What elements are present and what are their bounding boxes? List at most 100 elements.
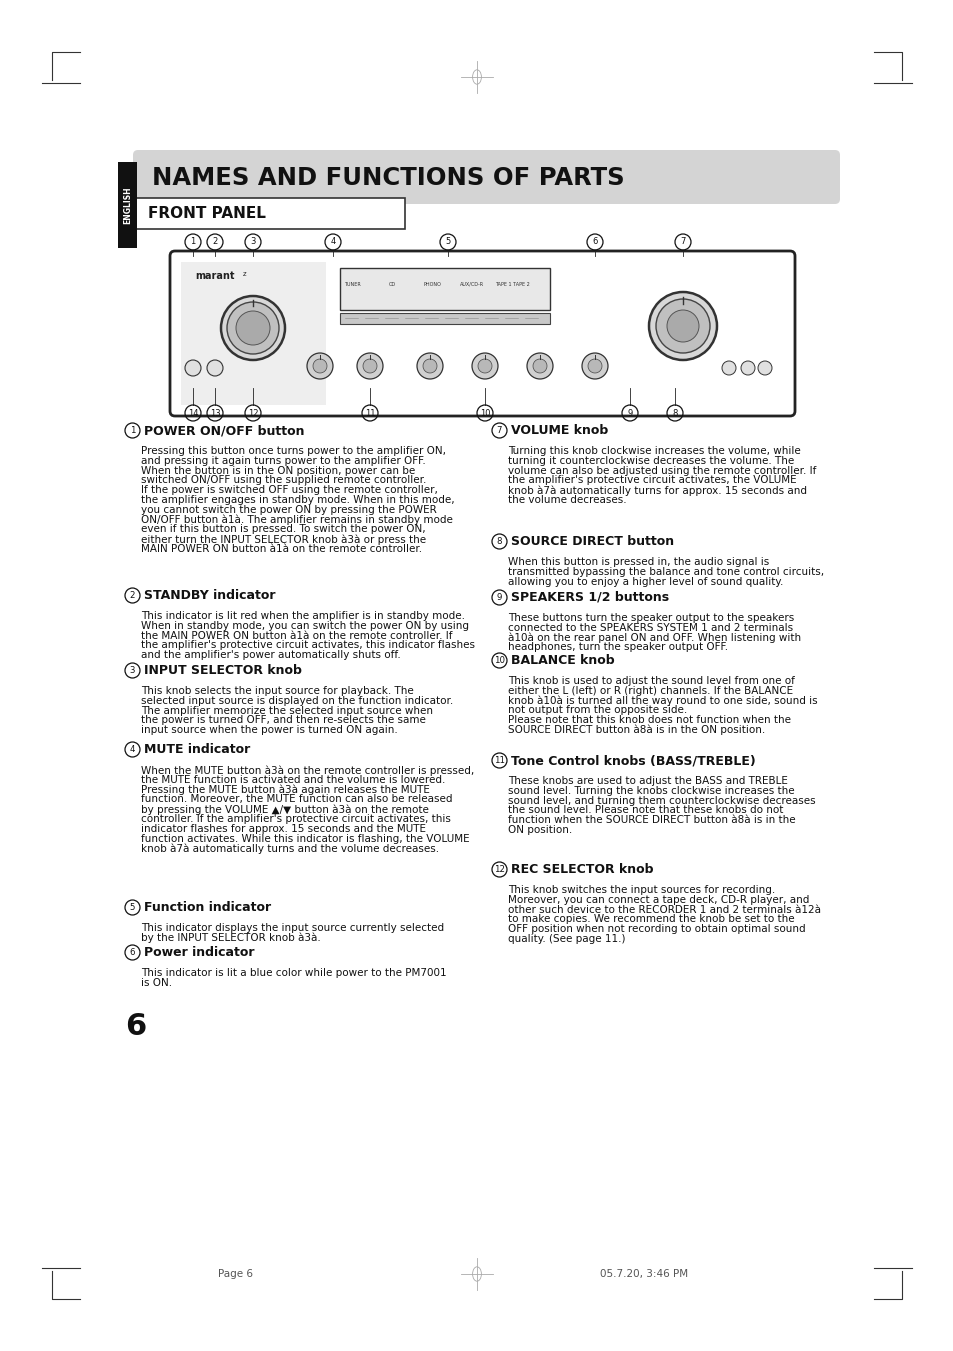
Text: the amplifier's protective circuit activates, this indicator flashes: the amplifier's protective circuit activ… — [141, 640, 475, 650]
Text: VOLUME knob: VOLUME knob — [511, 424, 608, 436]
Text: OFF position when not recording to obtain optimal sound: OFF position when not recording to obtai… — [507, 924, 804, 934]
Circle shape — [740, 361, 754, 376]
Circle shape — [526, 353, 553, 380]
Circle shape — [363, 359, 376, 373]
Text: STANDBY indicator: STANDBY indicator — [144, 589, 275, 603]
Text: allowing you to enjoy a higher level of sound quality.: allowing you to enjoy a higher level of … — [507, 577, 782, 586]
Text: selected input source is displayed on the function indicator.: selected input source is displayed on th… — [141, 696, 453, 705]
Text: Tone Control knobs (BASS/TREBLE): Tone Control knobs (BASS/TREBLE) — [511, 754, 755, 767]
Text: 05.7.20, 3:46 PM: 05.7.20, 3:46 PM — [599, 1269, 687, 1279]
Text: knob à7à automatically turns for approx. 15 seconds and: knob à7à automatically turns for approx.… — [507, 485, 806, 496]
Text: headphones, turn the speaker output OFF.: headphones, turn the speaker output OFF. — [507, 642, 727, 653]
Text: Moreover, you can connect a tape deck, CD-R player, and: Moreover, you can connect a tape deck, C… — [507, 894, 808, 905]
Text: 10: 10 — [494, 657, 504, 665]
Bar — [181, 262, 326, 405]
Text: Page 6: Page 6 — [218, 1269, 253, 1279]
Circle shape — [422, 359, 436, 373]
Text: These buttons turn the speaker output to the speakers: These buttons turn the speaker output to… — [507, 613, 794, 623]
Text: This indicator is lit red when the amplifier is in standby mode.: This indicator is lit red when the ampli… — [141, 611, 464, 621]
Text: 7: 7 — [679, 238, 685, 246]
Text: 9: 9 — [627, 408, 632, 417]
Text: When the button is in the ON position, power can be: When the button is in the ON position, p… — [141, 466, 415, 476]
Text: 2: 2 — [130, 590, 135, 600]
Circle shape — [227, 303, 278, 354]
Text: Function indicator: Function indicator — [144, 901, 271, 915]
Text: If the power is switched OFF using the remote controller,: If the power is switched OFF using the r… — [141, 485, 437, 496]
Text: When in standby mode, you can switch the power ON by using: When in standby mode, you can switch the… — [141, 621, 469, 631]
Circle shape — [207, 359, 223, 376]
Circle shape — [235, 311, 270, 345]
Text: MAIN POWER ON button à1à on the remote controller.: MAIN POWER ON button à1à on the remote c… — [141, 544, 421, 554]
Text: the MUTE function is activated and the volume is lowered.: the MUTE function is activated and the v… — [141, 775, 445, 785]
Text: TAPE 1 TAPE 2: TAPE 1 TAPE 2 — [494, 281, 529, 286]
Text: 5: 5 — [445, 238, 450, 246]
Text: even if this button is pressed. To switch the power ON,: even if this button is pressed. To switc… — [141, 524, 425, 535]
Text: Pressing the MUTE button à3à again releases the MUTE: Pressing the MUTE button à3à again relea… — [141, 785, 430, 796]
Text: knob à7à automatically turns and the volume decreases.: knob à7à automatically turns and the vol… — [141, 843, 438, 854]
Text: not output from the opposite side.: not output from the opposite side. — [507, 705, 686, 716]
Text: function. Moreover, the MUTE function can also be released: function. Moreover, the MUTE function ca… — [141, 794, 452, 804]
Circle shape — [477, 359, 492, 373]
Text: 3: 3 — [250, 238, 255, 246]
Text: the amplifier's protective circuit activates, the VOLUME: the amplifier's protective circuit activ… — [507, 476, 796, 485]
Text: and the amplifier's power automatically shuts off.: and the amplifier's power automatically … — [141, 650, 400, 661]
Text: This knob selects the input source for playback. The: This knob selects the input source for p… — [141, 686, 414, 696]
Text: other such device to the RECORDER 1 and 2 terminals à12à: other such device to the RECORDER 1 and … — [507, 905, 821, 915]
Text: These knobs are used to adjust the BASS and TREBLE: These knobs are used to adjust the BASS … — [507, 775, 787, 786]
Circle shape — [666, 309, 699, 342]
Circle shape — [221, 296, 285, 359]
Text: This indicator is lit a blue color while power to the PM7001: This indicator is lit a blue color while… — [141, 969, 446, 978]
Text: sound level, and turning them counterclockwise decreases: sound level, and turning them counterclo… — [507, 796, 815, 805]
Bar — [339, 313, 550, 324]
Text: switched ON/OFF using the supplied remote controller.: switched ON/OFF using the supplied remot… — [141, 476, 426, 485]
Text: REC SELECTOR knob: REC SELECTOR knob — [511, 863, 653, 875]
FancyBboxPatch shape — [136, 199, 405, 230]
Text: Turning this knob clockwise increases the volume, while: Turning this knob clockwise increases th… — [507, 446, 800, 457]
Text: ON position.: ON position. — [507, 825, 572, 835]
Text: 5: 5 — [130, 902, 135, 912]
Circle shape — [721, 361, 735, 376]
Text: turning it counterclockwise decreases the volume. The: turning it counterclockwise decreases th… — [507, 455, 794, 466]
Text: 4: 4 — [130, 744, 135, 754]
Text: the power is turned OFF, and then re-selects the same: the power is turned OFF, and then re-sel… — [141, 716, 425, 725]
Circle shape — [416, 353, 442, 380]
Text: 8: 8 — [497, 536, 501, 546]
Text: function when the SOURCE DIRECT button à8à is in the: function when the SOURCE DIRECT button à… — [507, 815, 795, 825]
Circle shape — [185, 359, 201, 376]
Text: 11: 11 — [494, 757, 504, 765]
Text: 6: 6 — [125, 1012, 146, 1042]
FancyBboxPatch shape — [170, 251, 794, 416]
Text: marant: marant — [194, 272, 234, 281]
Text: When the MUTE button à3à on the remote controller is pressed,: When the MUTE button à3à on the remote c… — [141, 765, 474, 775]
Text: knob à10à is turned all the way round to one side, sound is: knob à10à is turned all the way round to… — [507, 696, 817, 707]
Text: z: z — [243, 272, 247, 277]
Circle shape — [533, 359, 546, 373]
Text: to make copies. We recommend the knob be set to the: to make copies. We recommend the knob be… — [507, 915, 794, 924]
Text: the sound level. Please note that these knobs do not: the sound level. Please note that these … — [507, 805, 782, 816]
FancyBboxPatch shape — [132, 150, 840, 204]
Text: the amplifier engages in standby mode. When in this mode,: the amplifier engages in standby mode. W… — [141, 494, 455, 505]
Circle shape — [587, 359, 601, 373]
Text: à10à on the rear panel ON and OFF. When listening with: à10à on the rear panel ON and OFF. When … — [507, 632, 801, 643]
Text: 7: 7 — [497, 426, 501, 435]
Text: by pressing the VOLUME ▲/▼ button à3à on the remote: by pressing the VOLUME ▲/▼ button à3à on… — [141, 804, 429, 815]
Text: is ON.: is ON. — [141, 978, 172, 988]
Text: 10: 10 — [479, 408, 490, 417]
Text: volume can also be adjusted using the remote controller. If: volume can also be adjusted using the re… — [507, 466, 816, 476]
Text: INPUT SELECTOR knob: INPUT SELECTOR knob — [144, 663, 301, 677]
Text: connected to the SPEAKERS SYSTEM 1 and 2 terminals: connected to the SPEAKERS SYSTEM 1 and 2… — [507, 623, 792, 632]
Circle shape — [313, 359, 327, 373]
Circle shape — [581, 353, 607, 380]
Text: the MAIN POWER ON button à1à on the remote controller. If: the MAIN POWER ON button à1à on the remo… — [141, 631, 452, 640]
Text: either turn the INPUT SELECTOR knob à3à or press the: either turn the INPUT SELECTOR knob à3à … — [141, 534, 426, 544]
Text: The amplifier memorize the selected input source when: The amplifier memorize the selected inpu… — [141, 705, 433, 716]
Text: CD: CD — [388, 281, 395, 286]
Text: SOURCE DIRECT button: SOURCE DIRECT button — [511, 535, 674, 549]
Text: either the L (left) or R (right) channels. If the BALANCE: either the L (left) or R (right) channel… — [507, 686, 792, 696]
Text: input source when the power is turned ON again.: input source when the power is turned ON… — [141, 725, 397, 735]
Circle shape — [656, 299, 709, 353]
Text: 13: 13 — [210, 408, 220, 417]
Text: 2: 2 — [213, 238, 217, 246]
Text: This knob switches the input sources for recording.: This knob switches the input sources for… — [507, 885, 775, 894]
Text: Please note that this knob does not function when the: Please note that this knob does not func… — [507, 715, 790, 725]
